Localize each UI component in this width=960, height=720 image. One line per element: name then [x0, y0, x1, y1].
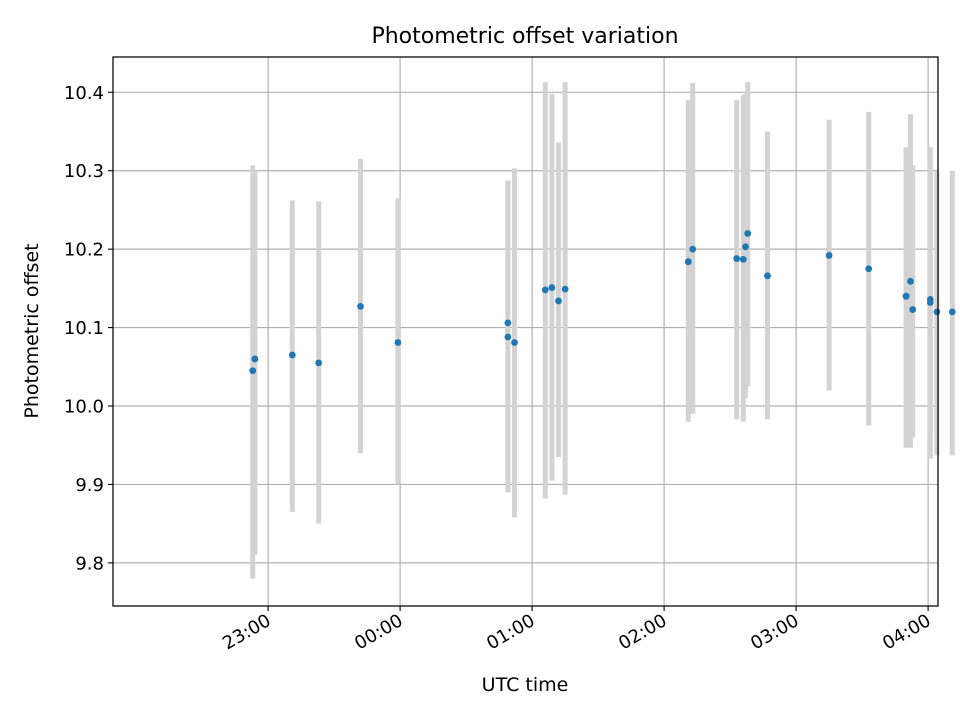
data-point: [555, 297, 562, 305]
x-axis-label: UTC time: [482, 674, 569, 696]
data-point: [948, 308, 956, 316]
y-tick-label: 10.4: [64, 83, 104, 104]
data-point: [742, 243, 749, 251]
data-point: [511, 339, 518, 346]
data-point: [865, 265, 873, 273]
data-point: [926, 299, 934, 306]
plot-frame: [112, 56, 939, 607]
data-point: [541, 286, 549, 294]
data-point: [504, 333, 512, 341]
data-point: [739, 255, 747, 263]
y-tick-label: 10.3: [64, 161, 104, 182]
data-point: [764, 272, 771, 280]
y-tick-label: 10.1: [64, 318, 104, 339]
data-point: [933, 308, 941, 316]
marker-layer: [249, 230, 956, 375]
y-tick-label: 9.8: [75, 553, 104, 574]
data-point: [288, 351, 296, 359]
data-point: [504, 319, 512, 327]
data-point: [684, 258, 692, 266]
y-axis-label: Photometric offset: [21, 243, 43, 418]
data-point: [548, 284, 556, 291]
data-point: [251, 355, 259, 363]
data-point: [907, 277, 914, 285]
chart-title: Photometric offset variation: [371, 24, 678, 49]
y-tick-label: 10.2: [64, 240, 104, 261]
data-point: [744, 230, 752, 237]
y-tick-label: 10.0: [64, 397, 104, 418]
data-point: [689, 245, 697, 253]
data-point: [902, 292, 910, 300]
data-point: [561, 285, 569, 293]
data-point: [394, 339, 402, 346]
data-point: [909, 306, 917, 313]
y-tick-label: 9.9: [75, 475, 104, 496]
data-point: [357, 303, 364, 310]
data-point: [315, 359, 323, 367]
data-point: [733, 255, 741, 262]
data-point: [249, 367, 257, 375]
data-point: [825, 252, 833, 259]
